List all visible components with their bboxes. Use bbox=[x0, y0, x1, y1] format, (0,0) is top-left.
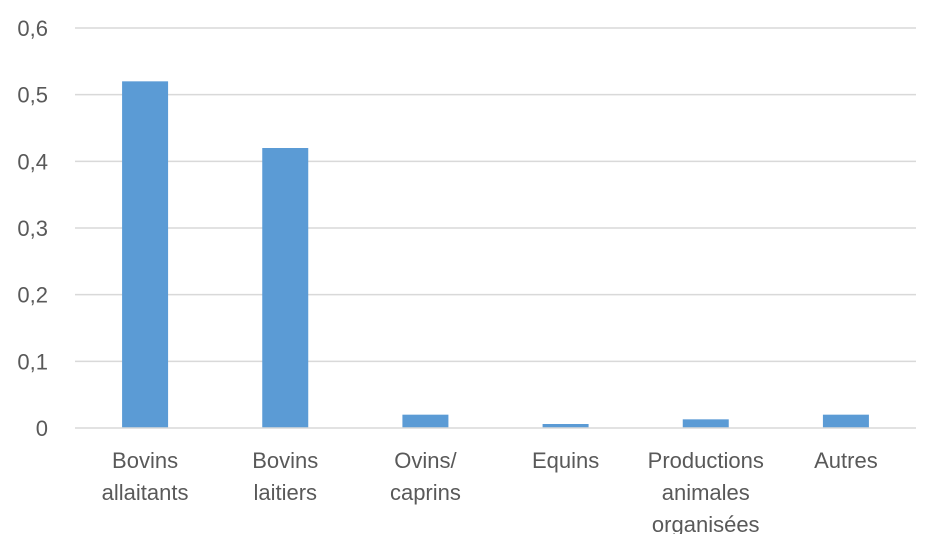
y-tick-label: 0,5 bbox=[17, 83, 48, 108]
y-tick-label: 0 bbox=[36, 416, 48, 441]
gridlines bbox=[75, 27, 916, 363]
bar bbox=[262, 148, 309, 428]
y-tick-label: 0,1 bbox=[17, 349, 48, 374]
bar bbox=[682, 419, 729, 428]
x-category-label: Equins bbox=[532, 448, 599, 473]
y-tick-label: 0,4 bbox=[17, 149, 48, 174]
bar bbox=[402, 414, 449, 428]
y-tick-label: 0,6 bbox=[17, 16, 48, 41]
x-category-label: Productions animales organisées bbox=[648, 448, 764, 534]
x-category-label: Autres bbox=[814, 448, 878, 473]
bar bbox=[542, 424, 589, 428]
x-axis-category-labels: Bovins allaitants Bovins laitiers Ovins/capr… bbox=[102, 448, 878, 534]
bar bbox=[122, 81, 169, 428]
x-category-label: Bovins allaitants bbox=[102, 448, 189, 505]
bar bbox=[822, 414, 869, 428]
x-category-label: Bovins laitiers bbox=[252, 448, 318, 505]
bars bbox=[122, 81, 869, 428]
y-tick-label: 0,2 bbox=[17, 283, 48, 308]
y-axis-tick-labels: 0 0,1 0,2 0,3 0,4 0,5 0,6 bbox=[17, 16, 48, 441]
y-tick-label: 0,3 bbox=[17, 216, 48, 241]
x-category-label: Ovins/caprins bbox=[390, 448, 461, 505]
